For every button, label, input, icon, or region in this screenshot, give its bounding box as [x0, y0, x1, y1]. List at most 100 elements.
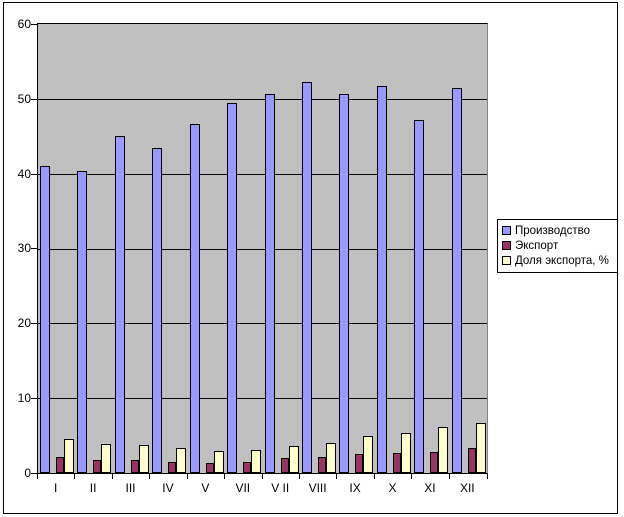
x-axis-tick-6: [262, 474, 263, 479]
y-axis-tick-30: [31, 248, 37, 249]
x-axis-label-VII: VII: [235, 481, 251, 495]
bar-Производство-V: [190, 124, 200, 473]
bar-Доля экспорта, %-XI: [438, 427, 448, 473]
y-axis-tick-40: [31, 174, 37, 175]
legend-item-production: Производство: [502, 223, 613, 238]
bar-Доля экспорта, %-V II: [289, 446, 299, 473]
x-axis-label-XII: XII: [459, 481, 475, 495]
bar-Экспорт-III: [131, 460, 139, 473]
x-axis-label-III: III: [125, 481, 136, 495]
bar-group-VII: [226, 24, 263, 473]
x-axis-tick-3: [149, 474, 150, 479]
bar-Доля экспорта, %-II: [101, 444, 111, 473]
bar-group-V II: [264, 24, 301, 473]
x-axis-label-II: II: [89, 481, 97, 495]
bar-group-IX: [338, 24, 375, 473]
plot-area: [37, 23, 488, 474]
legend-label-production: Производство: [515, 224, 590, 237]
x-axis-tick-4: [187, 474, 188, 479]
x-axis-tick-9: [374, 474, 375, 479]
legend-item-export-share: Доля экспорта, %: [502, 253, 613, 268]
y-axis-label-60: 60: [17, 17, 31, 31]
x-axis-label-IV: IV: [162, 481, 174, 495]
y-axis-tick-10: [31, 398, 37, 399]
x-axis-label-XI: XI: [424, 481, 436, 495]
bar-Доля экспорта, %-XII: [476, 423, 486, 473]
gridline-20: [38, 323, 487, 324]
gridline-30: [38, 249, 487, 250]
bar-group-III: [114, 24, 151, 473]
bar-Производство-IX: [339, 94, 349, 473]
bar-Производство-XI: [414, 120, 424, 473]
bar-Экспорт-XII: [468, 448, 476, 473]
x-axis-tick-7: [299, 474, 300, 479]
bar-Доля экспорта, %-VII: [251, 450, 261, 473]
bar-Экспорт-IX: [355, 454, 363, 473]
legend-label-export: Экспорт: [515, 239, 559, 252]
x-axis-label-V II: V II: [271, 481, 290, 495]
y-axis-tick-50: [31, 99, 37, 100]
bar-Доля экспорта, %-IX: [363, 436, 373, 473]
legend-item-export: Экспорт: [502, 238, 613, 253]
production-swatch-icon: [502, 226, 511, 235]
export-share-swatch-icon: [502, 256, 511, 265]
x-axis-tick-1: [74, 474, 75, 479]
export-swatch-icon: [502, 241, 511, 250]
x-axis-label-I: I: [54, 481, 58, 495]
bar-Производство-V II: [265, 94, 275, 473]
bar-group-XI: [413, 24, 450, 473]
bar-Экспорт-VII: [243, 462, 251, 473]
bar-group-I: [39, 24, 76, 473]
bar-Доля экспорта, %-V: [214, 451, 224, 473]
legend: Производство Экспорт Доля экспорта, %: [497, 219, 618, 273]
x-axis-label-IX: IX: [349, 481, 361, 495]
y-axis-label-50: 50: [17, 92, 31, 106]
bar-Экспорт-II: [93, 460, 101, 473]
y-axis-label-30: 30: [17, 241, 31, 255]
y-axis-tick-60: [31, 24, 37, 25]
bar-Доля экспорта, %-IV: [176, 448, 186, 473]
gridline-50: [38, 99, 487, 100]
bar-Производство-VIII: [302, 82, 312, 473]
bar-Экспорт-VIII: [318, 457, 326, 473]
bar-Экспорт-IV: [168, 462, 176, 473]
y-axis-label-40: 40: [17, 167, 31, 181]
x-axis-tick-end: [487, 474, 488, 479]
bar-group-V: [189, 24, 226, 473]
legend-label-export-share: Доля экспорта, %: [515, 254, 609, 267]
bar-Доля экспорта, %-VIII: [326, 443, 336, 473]
x-axis-tick-5: [224, 474, 225, 479]
bar-Экспорт-V II: [281, 458, 289, 473]
bar-Производство-IV: [152, 148, 162, 473]
x-axis-tick-2: [112, 474, 113, 479]
y-axis-label-0: 0: [24, 466, 31, 480]
bar-Доля экспорта, %-III: [139, 445, 149, 473]
bar-Экспорт-XI: [430, 452, 438, 473]
bar-Производство-I: [40, 166, 50, 473]
bar-group-VIII: [301, 24, 338, 473]
x-axis-label-V: V: [201, 481, 210, 495]
bar-Производство-III: [115, 136, 125, 473]
y-axis-label-10: 10: [17, 391, 31, 405]
bar-Экспорт-V: [206, 463, 214, 473]
bar-Доля экспорта, %-I: [64, 439, 74, 473]
y-axis-tick-20: [31, 323, 37, 324]
x-axis-label-X: X: [388, 481, 397, 495]
bar-Доля экспорта, %-X: [401, 433, 411, 473]
bar-group-II: [76, 24, 113, 473]
y-axis-tick-0: [31, 473, 37, 474]
gridline-10: [38, 398, 487, 399]
bar-Производство-II: [77, 171, 87, 473]
bar-Экспорт-I: [56, 457, 64, 473]
bar-Производство-XII: [452, 88, 462, 473]
x-axis-tick-10: [411, 474, 412, 479]
bar-Производство-X: [377, 86, 387, 473]
gridline-40: [38, 174, 487, 175]
bar-Экспорт-X: [393, 453, 401, 473]
x-axis-label-VIII: VIII: [308, 481, 327, 495]
bar-group-X: [376, 24, 413, 473]
x-axis-tick-11: [449, 474, 450, 479]
x-axis-tick-8: [336, 474, 337, 479]
bar-group-IV: [151, 24, 188, 473]
